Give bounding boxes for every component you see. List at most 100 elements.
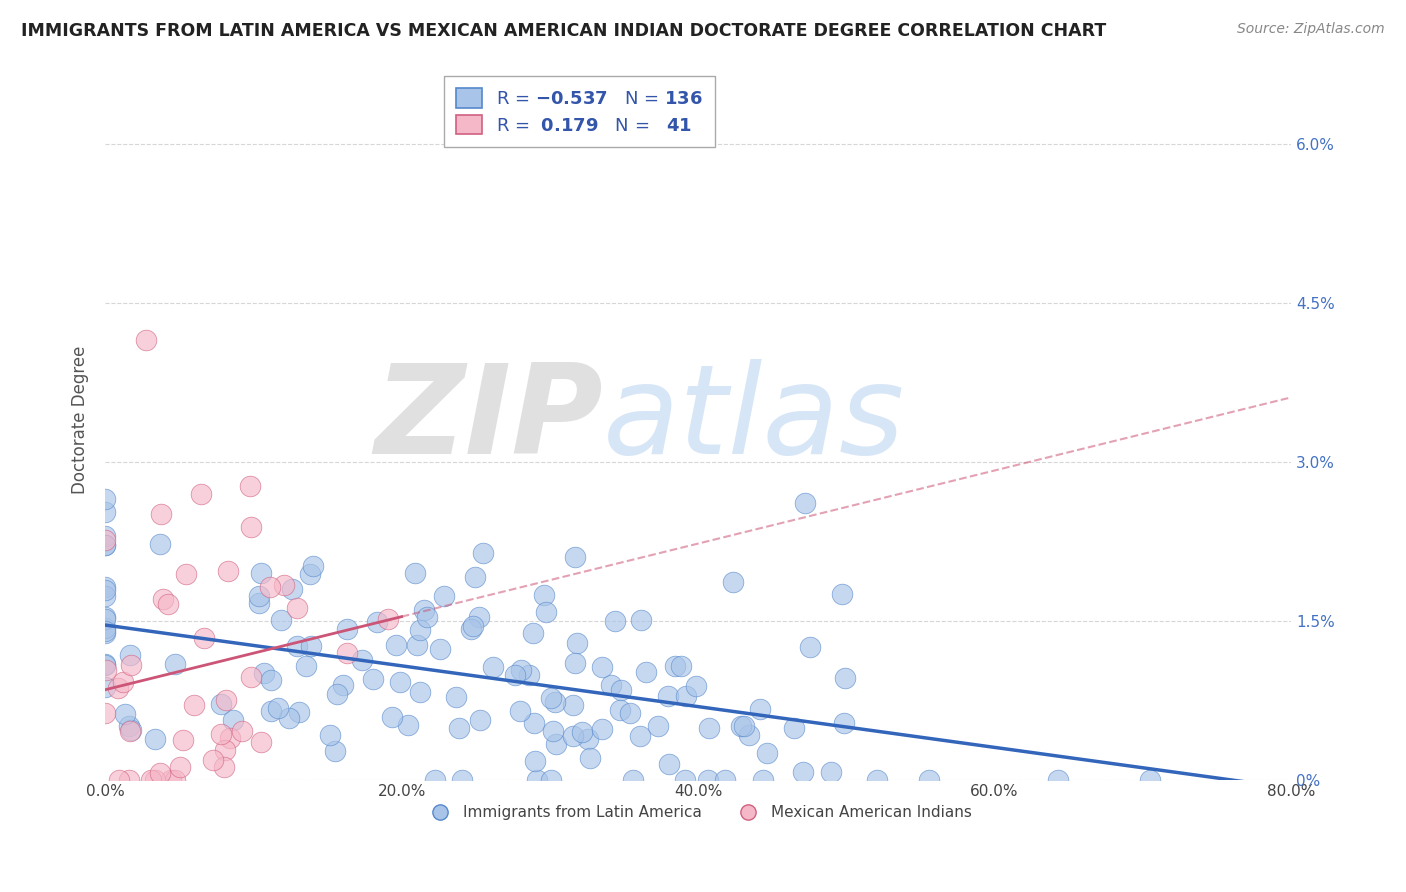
Point	[319, 728, 342, 742]
Point	[366, 615, 388, 629]
Point	[94, 625, 117, 640]
Point	[94, 580, 117, 594]
Point	[336, 647, 359, 661]
Point	[209, 727, 232, 741]
Point	[270, 613, 292, 627]
Point	[799, 640, 821, 654]
Point	[209, 698, 232, 712]
Point	[792, 765, 814, 780]
Point	[201, 753, 224, 767]
Point	[298, 566, 321, 581]
Point	[215, 693, 238, 707]
Point	[287, 706, 309, 720]
Point	[152, 592, 174, 607]
Point	[160, 772, 183, 787]
Point	[509, 705, 531, 719]
Point	[163, 772, 186, 787]
Point	[564, 656, 586, 670]
Point	[96, 664, 118, 678]
Point	[733, 719, 755, 733]
Point	[444, 690, 467, 705]
Point	[157, 597, 180, 611]
Point	[820, 764, 842, 779]
Point	[94, 533, 117, 548]
Point	[482, 659, 505, 673]
Point	[509, 663, 531, 677]
Point	[112, 674, 135, 689]
Point	[183, 698, 205, 713]
Point	[630, 729, 652, 743]
Point	[221, 713, 243, 727]
Point	[647, 719, 669, 733]
Point	[94, 505, 117, 519]
Point	[94, 528, 117, 542]
Point	[522, 625, 544, 640]
Point	[139, 772, 162, 787]
Point	[866, 772, 889, 787]
Point	[94, 657, 117, 672]
Point	[239, 479, 262, 493]
Text: IMMIGRANTS FROM LATIN AMERICA VS MEXICAN AMERICAN INDIAN DOCTORATE DEGREE CORREL: IMMIGRANTS FROM LATIN AMERICA VS MEXICAN…	[21, 22, 1107, 40]
Point	[834, 671, 856, 685]
Point	[526, 772, 548, 787]
Point	[118, 723, 141, 738]
Point	[564, 550, 586, 565]
Point	[240, 520, 263, 534]
Point	[432, 589, 454, 603]
Point	[217, 565, 239, 579]
Point	[451, 772, 474, 787]
Point	[350, 653, 373, 667]
Point	[697, 722, 720, 736]
Point	[120, 657, 142, 672]
Point	[592, 660, 614, 674]
Text: atlas: atlas	[603, 359, 905, 480]
Text: Source: ZipAtlas.com: Source: ZipAtlas.com	[1237, 22, 1385, 37]
Point	[253, 666, 276, 681]
Point	[630, 613, 652, 627]
Point	[404, 566, 426, 580]
Point	[260, 673, 283, 688]
Point	[603, 614, 626, 628]
Point	[599, 678, 621, 692]
Point	[461, 619, 484, 633]
Point	[571, 725, 593, 739]
Point	[408, 624, 430, 638]
Point	[562, 729, 585, 743]
Point	[831, 587, 853, 601]
Point	[135, 333, 157, 347]
Point	[94, 538, 117, 552]
Point	[94, 621, 117, 635]
Point	[150, 507, 173, 521]
Point	[94, 624, 117, 639]
Point	[918, 772, 941, 787]
Point	[460, 622, 482, 636]
Point	[658, 756, 681, 771]
Point	[794, 496, 817, 510]
Point	[832, 715, 855, 730]
Point	[295, 659, 318, 673]
Point	[273, 577, 295, 591]
Point	[190, 487, 212, 501]
Point	[409, 685, 432, 699]
Point	[287, 601, 309, 615]
Point	[259, 580, 281, 594]
Point	[561, 698, 583, 713]
Point	[94, 609, 117, 624]
Point	[413, 603, 436, 617]
Point	[247, 595, 270, 609]
Point	[416, 610, 439, 624]
Point	[738, 728, 761, 742]
Point	[471, 546, 494, 560]
Point	[145, 772, 167, 787]
Point	[1046, 772, 1069, 787]
Point	[336, 622, 359, 636]
Point	[250, 735, 273, 749]
Point	[169, 760, 191, 774]
Point	[107, 681, 129, 695]
Point	[685, 679, 707, 693]
Point	[673, 772, 696, 787]
Point	[730, 719, 752, 733]
Point	[783, 721, 806, 735]
Point	[193, 631, 215, 645]
Point	[384, 638, 406, 652]
